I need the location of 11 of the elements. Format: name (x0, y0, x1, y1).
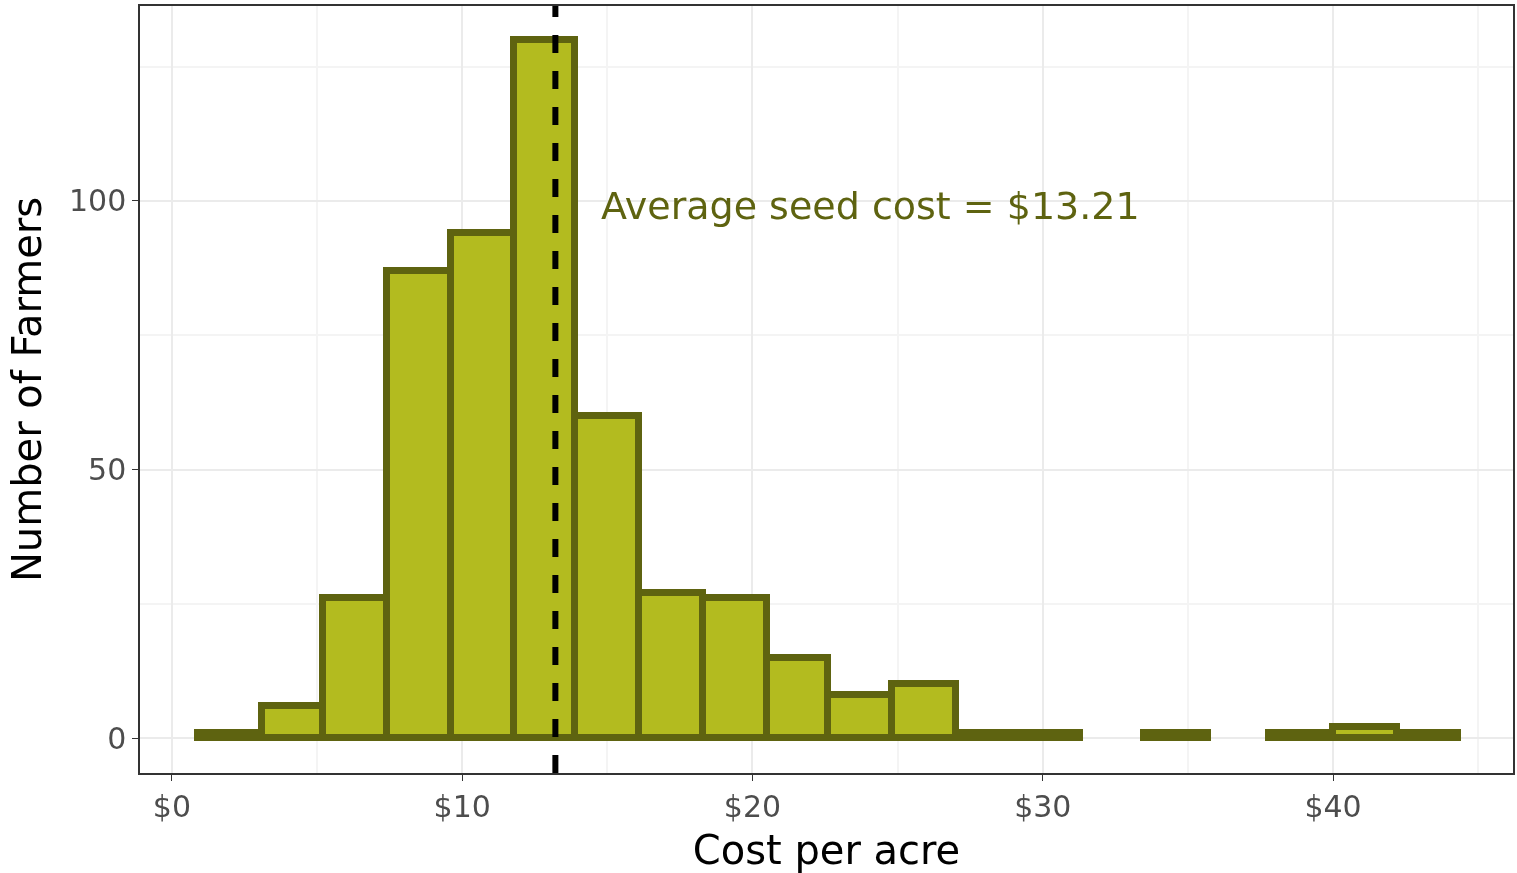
y-axis-title: Number of Farmers (3, 196, 50, 583)
y-tick-label: 50 (88, 452, 127, 488)
x-tick-label: $40 (1304, 788, 1362, 824)
y-tick-label: 0 (107, 720, 127, 756)
x-tick-label: $10 (433, 788, 491, 824)
x-axis-title: Cost per acre (692, 827, 961, 873)
ref-line-label: Average seed cost = $13.21 (601, 184, 1140, 228)
x-tick-label: $30 (1014, 788, 1072, 824)
x-tick-label: $0 (152, 788, 192, 824)
x-tick-label: $20 (723, 788, 782, 824)
y-tick-label: 100 (68, 183, 127, 219)
